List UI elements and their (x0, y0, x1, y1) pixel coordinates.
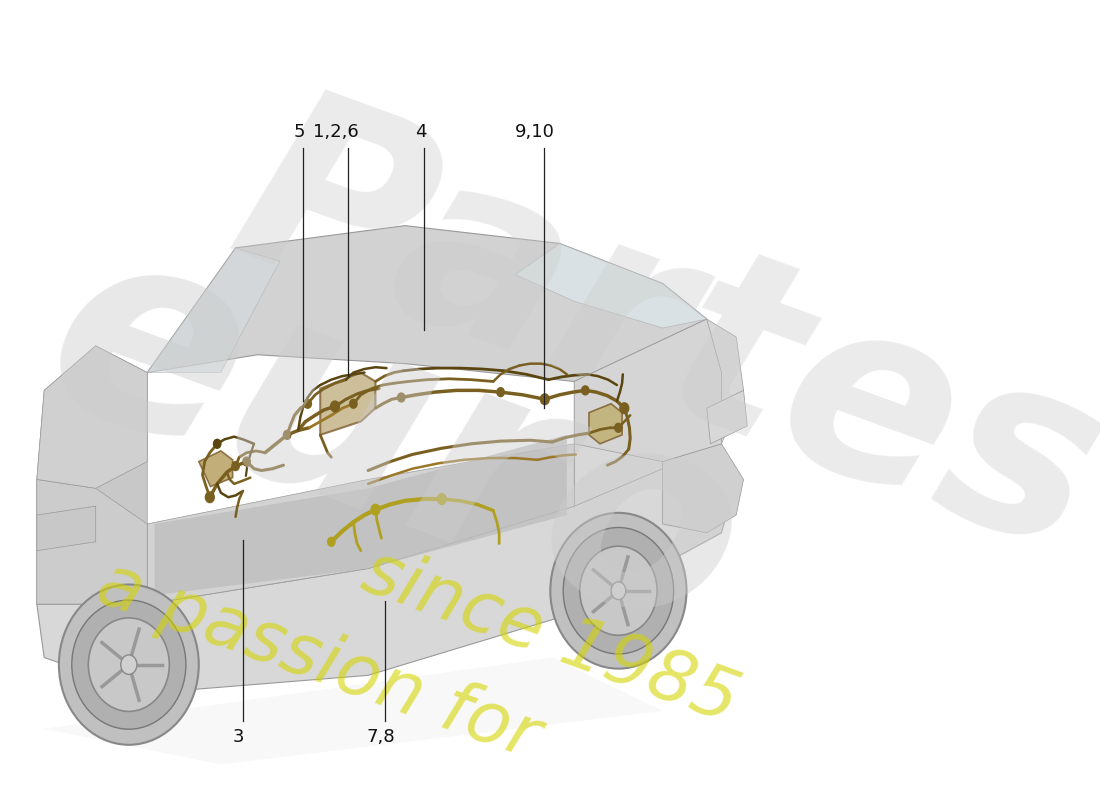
Polygon shape (36, 346, 147, 604)
Circle shape (620, 403, 629, 414)
Circle shape (397, 393, 405, 402)
Ellipse shape (550, 513, 686, 669)
Circle shape (328, 538, 336, 546)
Circle shape (304, 399, 311, 408)
Circle shape (615, 423, 623, 432)
Text: Partes: Partes (206, 70, 1100, 604)
Text: since 1985: since 1985 (353, 538, 748, 738)
Polygon shape (147, 248, 279, 373)
Polygon shape (662, 444, 744, 533)
Polygon shape (574, 319, 744, 506)
Text: 5: 5 (294, 122, 306, 141)
Ellipse shape (612, 582, 626, 600)
Circle shape (206, 492, 214, 502)
Polygon shape (515, 243, 707, 328)
Text: a passion for: a passion for (88, 550, 549, 774)
Text: 1,2,6: 1,2,6 (314, 122, 359, 141)
Circle shape (284, 430, 290, 439)
Circle shape (213, 439, 221, 448)
Polygon shape (707, 390, 747, 444)
Text: 9,10: 9,10 (515, 122, 554, 141)
Circle shape (232, 462, 240, 470)
Ellipse shape (88, 618, 169, 711)
Polygon shape (36, 506, 96, 550)
Text: 7,8: 7,8 (366, 728, 395, 746)
Polygon shape (36, 346, 147, 488)
Polygon shape (147, 226, 707, 382)
Text: 3: 3 (233, 728, 244, 746)
Polygon shape (199, 451, 232, 486)
Polygon shape (320, 373, 375, 435)
Circle shape (371, 504, 380, 515)
Text: euro: euro (14, 195, 778, 693)
Polygon shape (147, 444, 574, 604)
Polygon shape (588, 404, 623, 444)
Ellipse shape (580, 546, 657, 635)
Circle shape (540, 394, 549, 405)
Circle shape (497, 388, 504, 397)
Circle shape (243, 457, 251, 466)
Ellipse shape (59, 585, 199, 745)
Text: 4: 4 (416, 122, 427, 141)
Polygon shape (574, 319, 722, 462)
Circle shape (350, 399, 358, 408)
Circle shape (438, 494, 447, 504)
Ellipse shape (72, 600, 186, 730)
Circle shape (331, 401, 340, 412)
Polygon shape (36, 479, 147, 604)
Circle shape (582, 386, 588, 395)
Polygon shape (155, 435, 566, 595)
Ellipse shape (563, 527, 673, 654)
Ellipse shape (121, 655, 136, 674)
Polygon shape (36, 462, 736, 693)
Polygon shape (44, 658, 662, 764)
